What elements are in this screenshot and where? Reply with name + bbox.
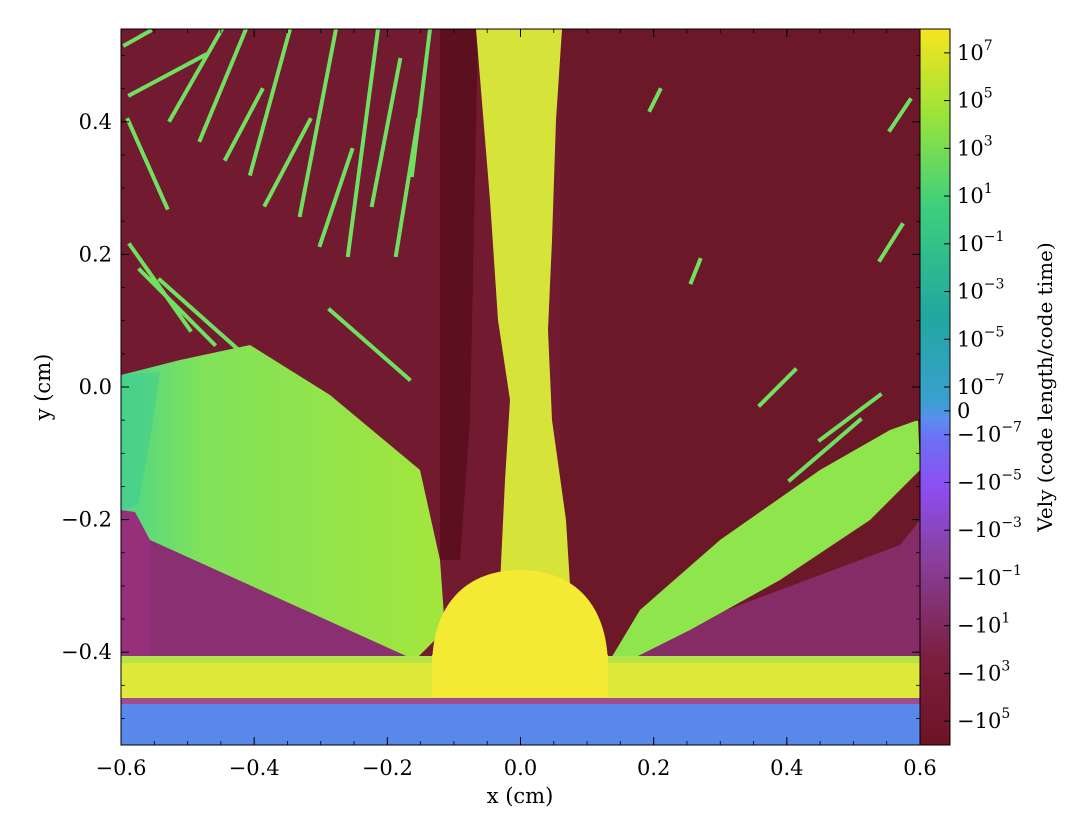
heatmap-plot-area [121,29,920,745]
dome-base [432,655,608,697]
upward-streak [327,307,413,383]
colorbar-tick-label: 0 [957,399,970,423]
colorbar-tick-label: 101 [957,181,993,208]
x-tick-label: −0.2 [362,756,413,780]
upward-streak [317,147,355,248]
upward-streak [787,417,863,483]
y-axis-title: y (cm) [31,354,55,422]
colorbar-tick-label: 105 [957,86,993,113]
upward-streak [817,392,883,443]
y-tick-label: −0.2 [61,508,112,532]
left-edge-band [121,510,151,660]
colorbar-label: Vely (code length/code time) [1033,242,1057,532]
upward-streak [122,29,153,48]
right-lower-side-region [610,520,920,660]
x-axis-title: x (cm) [487,784,554,808]
left-lower-side-region [121,510,420,660]
upward-streak [345,29,381,258]
colorbar-tick-label: −10−1 [957,563,1022,590]
x-tick-label: 0.4 [770,756,803,780]
colorbar-tick-label: 107 [957,38,993,65]
upward-streak [137,267,218,348]
upward-streak [647,87,663,113]
y-tick-label: 0.4 [79,110,112,134]
colorbar-tick-label: −101 [957,611,1010,638]
x-tick-label: −0.6 [96,756,147,780]
y-axis: −0.4 −0.2 0.0 0.2 0.4 [61,55,920,719]
upward-streak [157,277,253,363]
x-axis: −0.6 −0.4 −0.2 0.0 0.2 0.4 0.6 [96,29,937,780]
upward-streak [757,367,798,408]
dark-jet-sheath [440,29,478,560]
left-lobe-edge [121,372,160,510]
x-tick-label: 0.6 [903,756,936,780]
x-tick-label: −0.4 [229,756,280,780]
upward-streak [369,57,403,208]
colorbar-ticks: 107 105 103 101 10−1 10−3 10−5 10−70−10−7 −10−5 −… [944,38,1022,733]
upward-streak [127,52,208,98]
upward-streak [125,117,171,213]
x-tick-label: 0.0 [504,756,537,780]
y-tick-label: 0.0 [79,375,112,399]
colorbar-tick-label: −10−7 [957,420,1022,447]
central-dome [432,570,608,668]
colorbar-tick-label: −10−5 [957,467,1022,494]
left-upward-lobe [121,345,445,660]
x-tick-label: 0.2 [637,756,670,780]
colorbar-tick-label: −103 [957,658,1010,685]
upward-streak [222,87,265,163]
interface-strip [121,698,920,704]
colorbar-tick-label: 10−5 [957,324,1004,351]
upward-streak [877,222,905,263]
right-upward-lobe [610,420,920,660]
y-tick-label: −0.4 [61,640,112,664]
colorbar-tick-label: −10−3 [957,515,1022,542]
upward-streak [167,29,225,123]
upward-streak [262,117,313,208]
upward-streak [687,257,703,288]
colorbar-tick-label: 103 [957,133,993,160]
colorbar-tick-label: 10−1 [957,229,1004,256]
colorbar-tick-label: −105 [957,706,1010,733]
upward-streak [297,29,339,218]
upward-streak [887,97,913,133]
colorbar-tick-label: 10−3 [957,277,1004,304]
central-upward-jet [476,29,570,585]
upward-streak [197,29,249,143]
colorbar-tick-label: 10−7 [957,372,1004,399]
y-tick-label: 0.2 [79,242,112,266]
upward-streak [247,29,293,178]
upward-streak [409,29,433,178]
